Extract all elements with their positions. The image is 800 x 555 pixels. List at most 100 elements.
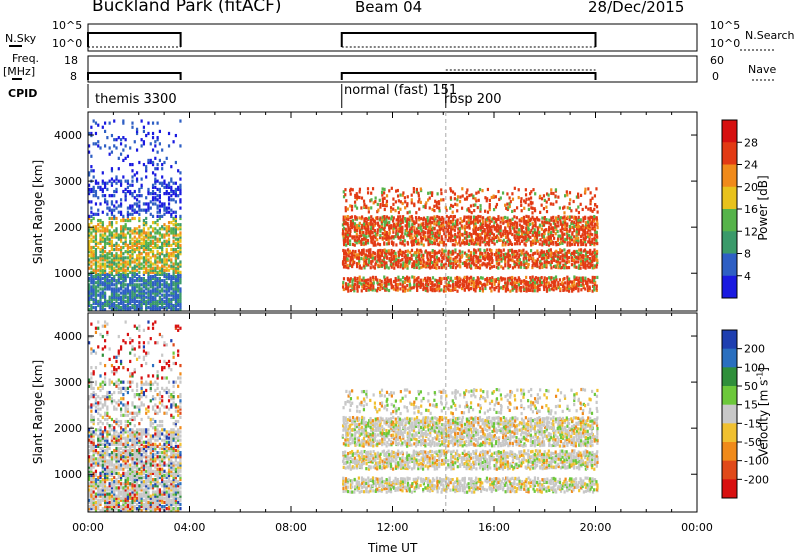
cell bbox=[170, 265, 172, 268]
cell bbox=[432, 287, 434, 290]
cell bbox=[115, 269, 117, 272]
cell bbox=[559, 265, 561, 268]
cell bbox=[93, 236, 95, 239]
cell bbox=[363, 200, 365, 203]
cell bbox=[104, 291, 106, 294]
cell bbox=[433, 215, 435, 218]
cell bbox=[593, 288, 595, 291]
cell bbox=[168, 265, 170, 268]
cell bbox=[497, 190, 499, 193]
cell bbox=[514, 242, 516, 245]
cell bbox=[407, 211, 409, 214]
cell bbox=[365, 205, 367, 208]
cell bbox=[131, 122, 133, 125]
cell bbox=[534, 284, 536, 287]
cell bbox=[378, 225, 380, 228]
cell bbox=[106, 236, 108, 239]
cell bbox=[392, 285, 394, 288]
cell bbox=[351, 225, 353, 228]
cell bbox=[529, 276, 531, 279]
cell bbox=[454, 287, 456, 290]
cell bbox=[388, 266, 390, 269]
cell bbox=[596, 284, 598, 287]
cell bbox=[440, 198, 442, 201]
cell bbox=[523, 257, 525, 260]
cell bbox=[147, 132, 149, 135]
cell bbox=[548, 281, 550, 284]
cell bbox=[394, 235, 396, 238]
cell bbox=[461, 233, 463, 236]
cell bbox=[579, 267, 581, 270]
cell bbox=[366, 249, 368, 252]
cell bbox=[553, 219, 555, 222]
cell bbox=[131, 217, 133, 220]
cell bbox=[426, 287, 428, 290]
cell bbox=[113, 229, 115, 232]
cell bbox=[352, 219, 354, 222]
cell bbox=[179, 223, 181, 226]
cell bbox=[104, 325, 106, 328]
cell bbox=[161, 287, 163, 290]
cell bbox=[345, 209, 347, 212]
cell bbox=[573, 221, 575, 224]
cell bbox=[431, 221, 433, 224]
cell bbox=[170, 248, 172, 251]
cell bbox=[532, 188, 534, 191]
cell bbox=[152, 122, 154, 125]
cell bbox=[118, 136, 120, 139]
cell bbox=[571, 215, 573, 218]
cell bbox=[154, 192, 156, 195]
cell bbox=[548, 194, 550, 197]
cell bbox=[97, 320, 99, 323]
cell bbox=[493, 195, 495, 198]
cell bbox=[493, 287, 495, 290]
cell bbox=[131, 242, 133, 245]
cell bbox=[402, 215, 404, 218]
cell bbox=[179, 231, 181, 234]
cell bbox=[175, 188, 177, 191]
cell bbox=[95, 327, 97, 330]
cell bbox=[163, 294, 165, 297]
cell bbox=[363, 223, 365, 226]
cell bbox=[97, 186, 99, 189]
cell bbox=[588, 238, 590, 241]
cell bbox=[147, 252, 149, 255]
cell bbox=[157, 229, 159, 232]
cell bbox=[584, 216, 586, 219]
cell bbox=[134, 209, 136, 212]
cell bbox=[420, 201, 422, 204]
cell bbox=[360, 267, 362, 270]
cell bbox=[518, 239, 520, 242]
cell bbox=[99, 186, 101, 189]
cell bbox=[161, 225, 163, 228]
cell bbox=[111, 151, 113, 154]
cell bbox=[102, 354, 104, 357]
cell bbox=[438, 209, 440, 212]
cell bbox=[152, 236, 154, 239]
cell bbox=[163, 289, 165, 292]
cell bbox=[95, 306, 97, 309]
cell bbox=[170, 165, 172, 168]
cell bbox=[177, 262, 179, 265]
cell bbox=[104, 468, 106, 471]
cell bbox=[543, 194, 545, 197]
cell bbox=[491, 285, 493, 288]
cell bbox=[509, 258, 511, 261]
cell bbox=[168, 238, 170, 241]
cell bbox=[411, 257, 413, 260]
cell bbox=[488, 237, 490, 240]
cell bbox=[488, 262, 490, 265]
cell bbox=[454, 203, 456, 206]
cell bbox=[118, 167, 120, 170]
cell bbox=[406, 284, 408, 287]
cell bbox=[577, 260, 579, 263]
cell bbox=[489, 287, 491, 290]
cell bbox=[136, 194, 138, 197]
cell bbox=[422, 205, 424, 208]
cell bbox=[161, 294, 163, 297]
cell bbox=[179, 171, 181, 174]
cell bbox=[138, 217, 140, 220]
cell bbox=[507, 260, 509, 263]
cell bbox=[166, 184, 168, 187]
cell bbox=[521, 239, 523, 242]
